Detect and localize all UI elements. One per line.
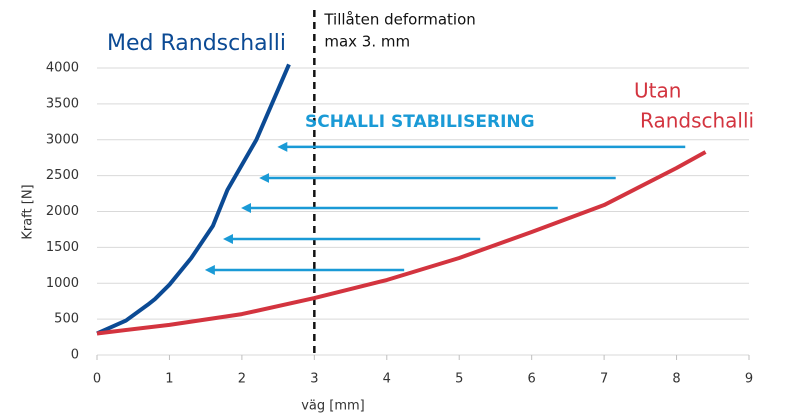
y-tick-label: 3500	[46, 96, 79, 111]
limit-label: Tillåten deformation	[323, 11, 475, 29]
y-tick-label: 3000	[46, 132, 79, 147]
x-tick-label: 9	[745, 372, 753, 387]
y-tick-label: 1500	[46, 240, 79, 255]
x-tick-label: 7	[600, 372, 608, 387]
x-tick-label: 5	[455, 372, 463, 387]
y-tick-label: 4000	[46, 61, 79, 76]
limit-label: max 3. mm	[324, 33, 410, 51]
y-tick-label: 1000	[46, 276, 79, 291]
x-tick-label: 1	[165, 372, 173, 387]
y-tick-label: 2000	[46, 204, 79, 219]
series-label: Utan	[634, 79, 681, 103]
series-line	[96, 63, 291, 336]
x-tick-label: 6	[528, 372, 536, 387]
arrow-label: SCHALLI STABILISERING	[305, 112, 535, 132]
x-tick-label: 0	[93, 372, 101, 387]
x-axis-label: väg [mm]	[301, 399, 365, 414]
y-tick-label: 2500	[46, 168, 79, 183]
y-tick-label: 500	[54, 312, 79, 327]
y-tick-label: 0	[71, 348, 79, 363]
x-tick-label: 3	[310, 372, 318, 387]
series-label: Randschalli	[640, 109, 754, 133]
series-label: Med Randschalli	[107, 31, 286, 56]
x-tick-label: 2	[238, 372, 246, 387]
y-axis-label: Kraft [N]	[21, 184, 36, 239]
x-tick-label: 4	[383, 372, 391, 387]
series-line	[96, 150, 707, 336]
x-tick-label: 8	[672, 372, 680, 387]
